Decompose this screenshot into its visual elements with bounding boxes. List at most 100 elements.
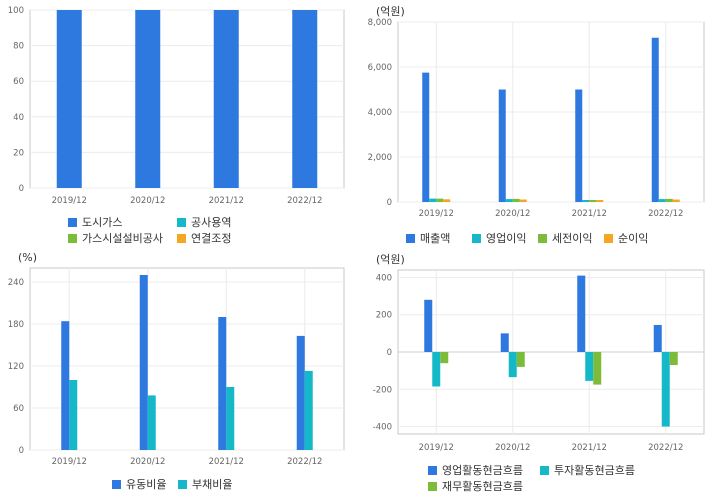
x-tick-label: 2021/12	[572, 209, 607, 219]
bar-income-3	[672, 199, 680, 202]
bar-income-2	[665, 198, 673, 202]
bar-income-0	[498, 89, 506, 202]
bar-cashflow-1	[508, 352, 517, 378]
legend-label: 가스시설설비공사	[82, 232, 163, 245]
income-chart-panel: (억원) 0 2,000 4,000 6,000 8,000 2019/12 2020/12…	[360, 0, 720, 248]
bar-composition-0	[213, 10, 239, 188]
y-tick-label: 20	[13, 148, 24, 158]
x-tick-label: 2021/12	[572, 443, 607, 453]
legend-item: 연결조정	[177, 230, 231, 246]
bar-income-2	[512, 198, 520, 202]
legend-item: 가스시설설비공사	[68, 230, 163, 246]
bar-ratios-1	[226, 387, 235, 450]
y-tick-label: 400	[376, 273, 392, 283]
y-tick-label: 80	[13, 42, 24, 52]
x-tick-label: 2019/12	[419, 209, 454, 219]
ratio-unit-label: (%)	[18, 251, 38, 264]
bar-cashflow-1	[661, 352, 670, 427]
legend-swatch	[604, 233, 613, 243]
bar-cashflow-2	[669, 352, 678, 366]
y-tick-label: 0	[387, 348, 392, 358]
bar-income-3	[519, 199, 527, 202]
legend-label: 매출액	[420, 232, 451, 245]
bar-ratios-0	[61, 321, 70, 450]
bar-income-2	[589, 200, 597, 202]
plot-area	[29, 267, 345, 451]
bar-ratios-1	[69, 380, 78, 450]
bar-composition-0	[135, 10, 161, 188]
legend-label: 재무활동현금흐름	[442, 480, 523, 493]
x-tick-label: 2020/12	[130, 196, 165, 206]
x-tick-label: 2019/12	[52, 196, 87, 206]
legend-label: 부채비율	[192, 478, 233, 491]
legend-label: 순이익	[618, 232, 649, 245]
legend-swatch	[538, 233, 547, 243]
legend-swatch	[178, 479, 187, 489]
legend-item: 매출액	[406, 230, 450, 246]
legend-item: 부채비율	[178, 476, 232, 492]
composition-chart-panel: 0 20 40 60 80 100 2019/12 2020/12 2021/12 2022/12…	[0, 0, 360, 248]
legend-item: 세전이익	[538, 230, 592, 246]
bar-composition-0	[56, 10, 82, 188]
x-tick-label: 2019/12	[419, 443, 454, 453]
bar-cashflow-0	[653, 324, 662, 352]
bar-cashflow-0	[424, 299, 433, 352]
y-tick-label: 240	[8, 278, 24, 288]
legend-swatch	[540, 465, 549, 475]
legend-item: 투자활동현금흐름	[540, 462, 635, 478]
y-tick-label: 6,000	[368, 63, 392, 73]
bar-income-1	[505, 199, 513, 202]
y-tick-label: 0	[19, 184, 24, 194]
legend-item: 유동비율	[112, 476, 166, 492]
legend-swatch	[428, 481, 437, 491]
y-tick-label: 2,000	[368, 153, 392, 163]
y-tick-label: 120	[8, 362, 24, 372]
legend-swatch	[68, 217, 77, 227]
ratio-chart: 0 60 120 180 240 2019/12 2020/12 2021/12 2022/12	[8, 267, 345, 467]
x-tick-label: 2022/12	[287, 457, 322, 467]
y-tick-label: 60	[13, 404, 24, 414]
bar-cashflow-2	[516, 352, 525, 367]
bar-ratios-1	[304, 370, 313, 450]
legend-item: 재무활동현금흐름	[428, 478, 523, 494]
x-tick-label: 2020/12	[495, 209, 530, 219]
bar-ratios-0	[296, 335, 305, 450]
legend-label: 영업이익	[486, 232, 527, 245]
bar-ratios-0	[218, 317, 227, 450]
legend-label: 연결조정	[191, 232, 232, 245]
bar-income-1	[582, 200, 590, 202]
legend-item: 영업이익	[472, 230, 526, 246]
x-tick-label: 2021/12	[209, 457, 244, 467]
legend-swatch	[428, 465, 437, 475]
bar-income-0	[422, 72, 430, 202]
legend-label: 공사용역	[191, 216, 232, 229]
y-tick-label: 0	[387, 198, 392, 208]
legend-swatch	[68, 233, 77, 243]
legend-label: 세전이익	[552, 232, 593, 245]
y-tick-label: 0	[19, 446, 24, 456]
plot-area	[29, 9, 345, 189]
bar-cashflow-0	[577, 275, 586, 352]
y-tick-label: 4,000	[368, 108, 392, 118]
y-tick-label: 200	[376, 311, 392, 321]
y-tick-label: 180	[8, 320, 24, 330]
x-tick-label: 2020/12	[495, 443, 530, 453]
legend-swatch	[112, 479, 121, 489]
bar-income-1	[658, 199, 666, 202]
x-tick-label: 2022/12	[648, 209, 683, 219]
x-tick-label: 2021/12	[209, 196, 244, 206]
bar-cashflow-1	[432, 352, 441, 387]
y-tick-label: 60	[13, 77, 24, 87]
bar-cashflow-2	[440, 352, 449, 364]
legend-label: 투자활동현금흐름	[554, 464, 635, 477]
bar-income-0	[575, 89, 583, 202]
legend-swatch	[177, 233, 186, 243]
y-tick-label: -400	[373, 423, 392, 433]
x-tick-label: 2022/12	[287, 196, 322, 206]
legend-swatch	[472, 233, 481, 243]
x-tick-label: 2022/12	[648, 443, 683, 453]
bar-ratios-0	[139, 275, 148, 450]
ratio-chart-panel: (%) 0 60 120 180 240 2019/12 2020/12 2021/12 202…	[0, 248, 360, 496]
legend-swatch	[177, 217, 186, 227]
bar-composition-0	[292, 10, 318, 188]
